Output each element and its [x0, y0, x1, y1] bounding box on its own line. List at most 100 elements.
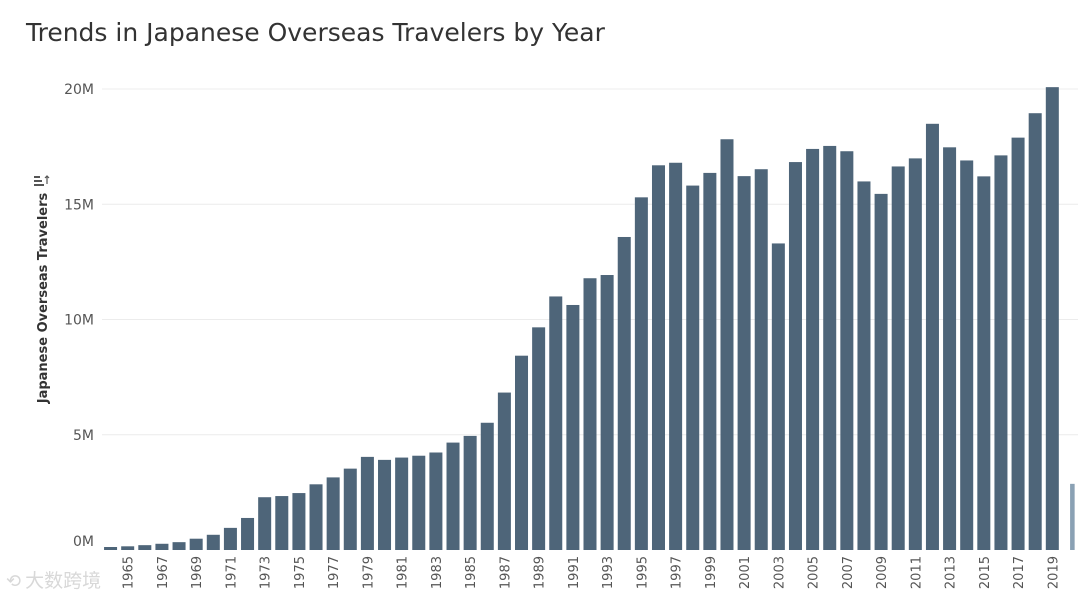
bar-1985[interactable] [463, 435, 477, 550]
x-tick-label: 1971 [224, 556, 239, 589]
bar-1979[interactable] [360, 456, 374, 550]
bar-1986[interactable] [480, 422, 494, 550]
bar-1964[interactable] [104, 547, 118, 550]
bar-1980[interactable] [378, 459, 392, 550]
bar-1997[interactable] [669, 162, 683, 550]
x-tick-label: 2003 [772, 556, 787, 589]
x-tick-label: 2011 [909, 556, 924, 589]
x-tick-label: 2007 [841, 556, 856, 589]
bar-2018[interactable] [1028, 113, 1042, 550]
bar-2001[interactable] [737, 176, 751, 550]
x-tick-label: 1997 [670, 556, 685, 589]
bar-1989[interactable] [532, 327, 546, 550]
bar-1999[interactable] [703, 172, 717, 551]
x-tick-label: 2017 [1012, 556, 1027, 589]
x-tick-label: 2001 [738, 556, 753, 589]
bar-1966[interactable] [138, 545, 152, 550]
x-tick-label: 1967 [156, 556, 171, 589]
bar-2006[interactable] [823, 145, 837, 550]
tableau-logo-icon: ⟲ [6, 571, 22, 592]
x-tick-label: 1975 [293, 556, 308, 589]
watermark: ⟲ 大数跨境 [6, 566, 101, 593]
bar-1970[interactable] [206, 534, 220, 550]
x-tick-label: 1973 [259, 556, 274, 589]
bar-1991[interactable] [566, 304, 580, 550]
bar-1987[interactable] [497, 392, 511, 550]
bar-1981[interactable] [395, 457, 409, 550]
bar-2015[interactable] [977, 176, 991, 550]
bar-1965[interactable] [121, 546, 135, 550]
bar-1988[interactable] [515, 355, 529, 550]
bar-1969[interactable] [189, 538, 203, 550]
bar-2007[interactable] [840, 151, 854, 551]
bars [104, 87, 1075, 551]
bar-2000[interactable] [720, 139, 734, 550]
x-tick-label: 2015 [978, 556, 993, 589]
bar-2016[interactable] [994, 155, 1008, 550]
y-axis-label: Japanese Overseas Travelers [36, 192, 51, 404]
bar-1995[interactable] [634, 197, 648, 550]
y-tick-label: 20M [64, 82, 94, 98]
y-tick-label: 15M [64, 197, 94, 213]
bar-1998[interactable] [686, 185, 700, 550]
x-tick-label: 1977 [327, 556, 342, 589]
bar-1993[interactable] [600, 275, 614, 550]
bar-2005[interactable] [806, 148, 820, 550]
bar-1996[interactable] [651, 165, 665, 550]
y-tick-label: 5M [73, 428, 94, 444]
x-tick-label: 1991 [567, 556, 582, 589]
x-axis-ticks: 1965 1967 1969 1971 1973 1975 1977 1979 1981 1983… [122, 556, 1062, 589]
chart-title: Trends in Japanese Overseas Travelers by… [26, 18, 605, 47]
x-tick-label: 2019 [1046, 556, 1061, 589]
x-tick-label: 2013 [944, 556, 959, 589]
bar-1977[interactable] [326, 477, 340, 550]
x-tick-label: 1965 [122, 556, 137, 589]
bar-2011[interactable] [908, 158, 922, 550]
x-tick-label: 1979 [361, 556, 376, 589]
bar-2019[interactable] [1045, 87, 1059, 550]
bar-2010[interactable] [891, 166, 905, 550]
bar-1978[interactable] [343, 468, 357, 550]
x-tick-label: 1993 [601, 556, 616, 589]
x-tick-label: 1989 [533, 556, 548, 589]
x-tick-label: 1981 [396, 556, 411, 589]
bar-1982[interactable] [412, 455, 426, 550]
bar-1992[interactable] [583, 278, 597, 550]
bar-1968[interactable] [172, 542, 186, 550]
sort-icon[interactable] [34, 175, 50, 186]
y-tick-label: 10M [64, 313, 94, 329]
bar-1975[interactable] [292, 493, 306, 550]
bar-2020[interactable] [1070, 483, 1075, 550]
x-tick-label: 2009 [875, 556, 890, 589]
y-axis-ticks: 0M 5M 10M 15M 20M [64, 82, 94, 550]
bar-1972[interactable] [241, 517, 255, 550]
bar-2012[interactable] [925, 123, 939, 551]
bar-2008[interactable] [857, 181, 871, 551]
y-axis: Japanese Overseas Travelers [34, 175, 51, 404]
bar-2002[interactable] [754, 169, 768, 551]
bar-1983[interactable] [429, 452, 443, 550]
bar-1974[interactable] [275, 496, 289, 550]
bar-2009[interactable] [874, 193, 888, 550]
bar-1990[interactable] [549, 296, 563, 550]
bar-1973[interactable] [258, 497, 272, 550]
bar-2013[interactable] [943, 147, 957, 550]
bar-2014[interactable] [960, 160, 974, 550]
y-tick-label: 0M [73, 534, 94, 550]
x-tick-label: 1969 [190, 556, 205, 589]
bar-1967[interactable] [155, 543, 169, 550]
bar-1971[interactable] [223, 527, 237, 550]
bar-1994[interactable] [617, 236, 631, 550]
x-tick-label: 1995 [635, 556, 650, 589]
bar-1984[interactable] [446, 442, 460, 550]
bar-1976[interactable] [309, 484, 323, 550]
bar-2017[interactable] [1011, 137, 1025, 550]
x-tick-label: 2005 [807, 556, 822, 589]
bar-2004[interactable] [788, 162, 802, 551]
x-tick-label: 1983 [430, 556, 445, 589]
watermark-text: 大数跨境 [25, 570, 102, 592]
x-tick-label: 1999 [704, 556, 719, 589]
x-tick-label: 1985 [464, 556, 479, 589]
bar-2003[interactable] [771, 243, 785, 550]
